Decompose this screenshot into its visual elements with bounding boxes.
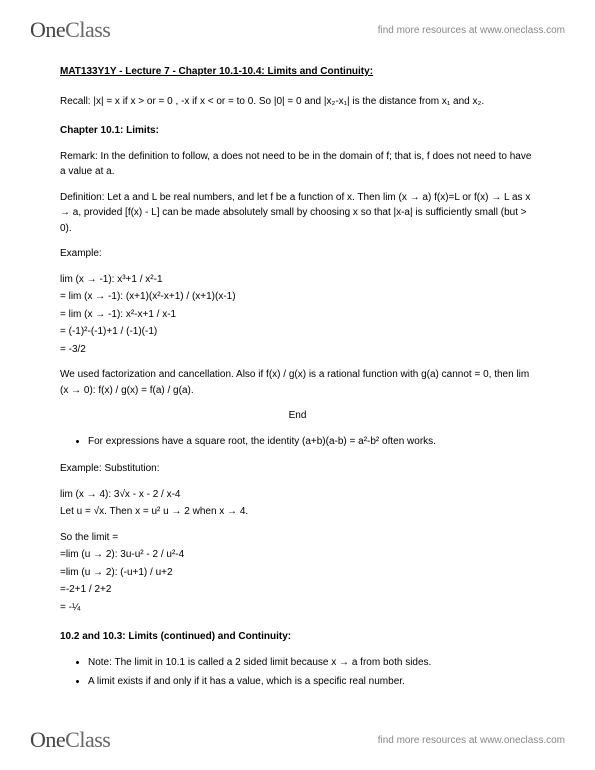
example1-line2: = lim (x → -1): (x+1)(x²-x+1) / (x+1)(x-… [60, 289, 535, 305]
example2-line5: =-2+1 / 2+2 [60, 582, 535, 598]
section-heading-102: 10.2 and 10.3: Limits (continued) and Co… [60, 629, 535, 645]
remark-paragraph: Remark: In the definition to follow, a d… [60, 149, 535, 180]
example1-line5: = -3/2 [60, 342, 535, 358]
bullet-list-1: For expressions have a square root, the … [60, 434, 535, 450]
brand-part2: Class [65, 17, 110, 42]
example2-line3: =lim (u → 2): 3u-u² - 2 / u²-4 [60, 547, 535, 563]
footer-brand-part1: One [30, 727, 65, 752]
definition-paragraph: Definition: Let a and L be real numbers,… [60, 190, 535, 237]
example1-note: We used factorization and cancellation. … [60, 367, 535, 398]
page-title: MAT133Y1Y - Lecture 7 - Chapter 10.1-10.… [60, 64, 535, 80]
example2-so: So the limit = [60, 530, 535, 546]
example2-line1: lim (x → 4): 3√x - x - 2 / x-4 [60, 487, 535, 503]
end-marker: End [60, 408, 535, 424]
example1-line3: = lim (x → -1): x²-x+1 / x-1 [60, 307, 535, 323]
example2-line2: Let u = √x. Then x = u² u → 2 when x → 4… [60, 504, 535, 520]
footer-brand-logo: OneClass [30, 727, 110, 753]
example2-line6: = -¼ [60, 600, 535, 616]
example2-line4: =lim (u → 2): (-u+1) / u+2 [60, 565, 535, 581]
header-bar: OneClass find more resources at www.onec… [0, 8, 595, 52]
example2-label: Example: Substitution: [60, 461, 535, 477]
bullet-list-2: Note: The limit in 10.1 is called a 2 si… [60, 655, 535, 690]
document-body: MAT133Y1Y - Lecture 7 - Chapter 10.1-10.… [60, 64, 535, 706]
section-heading-101: Chapter 10.1: Limits: [60, 123, 535, 139]
bullet-note2: A limit exists if and only if it has a v… [88, 674, 535, 690]
bullet-sqroot: For expressions have a square root, the … [88, 434, 535, 450]
recall-line: Recall: |x| = x if x > or = 0 , -x if x … [60, 94, 535, 110]
footer-promo[interactable]: find more resources at www.oneclass.com [378, 735, 565, 746]
bullet-note1: Note: The limit in 10.1 is called a 2 si… [88, 655, 535, 671]
footer-bar: OneClass find more resources at www.onec… [0, 718, 595, 762]
example1-label: Example: [60, 246, 535, 262]
footer-brand-part2: Class [65, 727, 110, 752]
example1-line1: lim (x → -1): x³+1 / x²-1 [60, 272, 535, 288]
example1-line4: = (-1)²-(-1)+1 / (-1)(-1) [60, 324, 535, 340]
brand-logo: OneClass [30, 17, 110, 43]
header-promo[interactable]: find more resources at www.oneclass.com [378, 25, 565, 36]
brand-part1: One [30, 17, 65, 42]
